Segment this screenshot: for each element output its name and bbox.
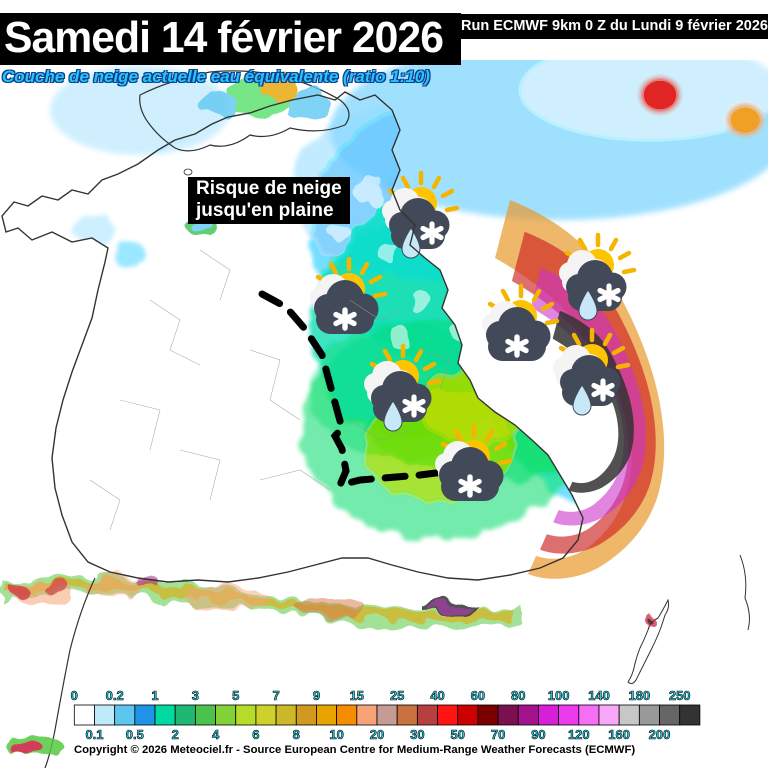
svg-text:60: 60 [471,688,485,703]
svg-text:9: 9 [313,688,320,703]
svg-text:1: 1 [151,688,158,703]
svg-text:250: 250 [669,688,691,703]
svg-text:0.2: 0.2 [106,688,124,703]
svg-text:180: 180 [628,688,650,703]
svg-text:7: 7 [272,688,279,703]
svg-text:5: 5 [232,688,239,703]
svg-text:40: 40 [430,688,444,703]
svg-text:80: 80 [511,688,525,703]
svg-text:3: 3 [192,688,199,703]
svg-text:140: 140 [588,688,610,703]
svg-text:15: 15 [350,688,364,703]
svg-text:100: 100 [548,688,570,703]
svg-text:25: 25 [390,688,404,703]
svg-text:0: 0 [71,688,78,703]
svg-text:200: 200 [649,727,671,742]
